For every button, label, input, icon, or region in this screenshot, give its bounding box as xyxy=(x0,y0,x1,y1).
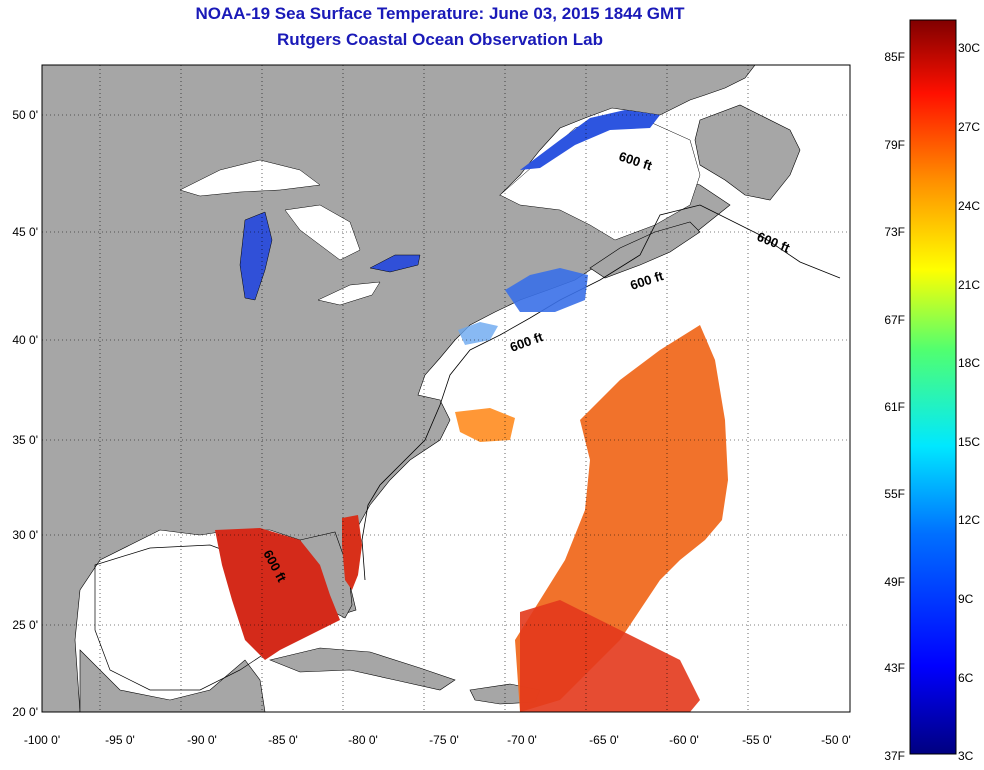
sst-cold-nyb xyxy=(458,322,498,345)
lake-michigan xyxy=(239,211,273,301)
sst-gulf-stream xyxy=(455,408,515,442)
x-axis: -100 0' -95 0' -90 0' -85 0' -80 0' -75 … xyxy=(24,733,851,747)
colorbar-c-label: 15C xyxy=(958,435,980,449)
lon-tick-label: -55 0' xyxy=(742,733,772,747)
land-cuba xyxy=(269,647,456,691)
lake-superior xyxy=(179,159,321,197)
lon-tick-label: -80 0' xyxy=(348,733,378,747)
colorbar-fahrenheit-labels: 85F 79F 73F 67F 61F 55F 49F 43F 37F xyxy=(884,50,905,763)
lon-tick-label: -100 0' xyxy=(24,733,60,747)
lake-erie xyxy=(369,254,421,273)
lat-tick-label: 35 0' xyxy=(12,433,38,447)
colorbar-f-label: 79F xyxy=(884,138,905,152)
lat-tick-label: 45 0' xyxy=(12,225,38,239)
lon-tick-label: -75 0' xyxy=(429,733,459,747)
st-lawrence-cold xyxy=(520,110,660,170)
sst-warm-gulf xyxy=(215,528,340,660)
sst-cold-gulf-maine xyxy=(505,268,588,312)
lake-huron xyxy=(284,204,361,261)
colorbar-c-label: 21C xyxy=(958,278,980,292)
colorbar-f-label: 61F xyxy=(884,400,905,414)
lat-tick-label: 30 0' xyxy=(12,528,38,542)
colorbar-f-label: 67F xyxy=(884,313,905,327)
sst-warm-atlantic-florida xyxy=(342,515,362,590)
lon-tick-label: -70 0' xyxy=(507,733,537,747)
land-nova-scotia xyxy=(589,221,701,279)
y-axis: 50 0' 45 0' 40 0' 35 0' 30 0' 25 0' 20 0… xyxy=(12,108,38,719)
colorbar-c-label: 30C xyxy=(958,41,980,55)
shelf-contour-600ft xyxy=(361,204,841,581)
lon-tick-label: -95 0' xyxy=(105,733,135,747)
colorbar-f-label: 85F xyxy=(884,50,905,64)
map-frame xyxy=(41,64,851,713)
map-title: NOAA-19 Sea Surface Temperature: June 03… xyxy=(195,4,685,23)
colorbar-c-label: 18C xyxy=(958,356,980,370)
colorbar-f-label: 49F xyxy=(884,575,905,589)
lon-tick-label: -60 0' xyxy=(669,733,699,747)
colorbar xyxy=(909,19,957,755)
colorbar-celsius-labels: 30C 27C 24C 21C 18C 15C 12C 9C 6C 3C xyxy=(958,41,980,763)
colorbar-c-label: 24C xyxy=(958,199,980,213)
colorbar-f-label: 55F xyxy=(884,487,905,501)
lat-tick-label: 25 0' xyxy=(12,618,38,632)
map-subtitle: Rutgers Coastal Ocean Observation Lab xyxy=(277,30,603,49)
colorbar-f-label: 43F xyxy=(884,661,905,675)
lat-tick-label: 20 0' xyxy=(12,705,38,719)
lon-tick-label: -50 0' xyxy=(821,733,851,747)
colorbar-c-label: 9C xyxy=(958,592,974,606)
lat-tick-label: 40 0' xyxy=(12,333,38,347)
colorbar-c-label: 27C xyxy=(958,120,980,134)
colorbar-c-label: 3C xyxy=(958,749,974,763)
sst-warm-south xyxy=(520,600,700,712)
colorbar-c-label: 6C xyxy=(958,671,974,685)
lat-tick-label: 50 0' xyxy=(12,108,38,122)
land-newfoundland xyxy=(694,104,801,201)
lon-tick-label: -90 0' xyxy=(187,733,217,747)
graticule xyxy=(42,65,850,712)
colorbar-c-label: 12C xyxy=(958,513,980,527)
lon-tick-label: -65 0' xyxy=(589,733,619,747)
lon-tick-label: -85 0' xyxy=(268,733,298,747)
lake-ontario xyxy=(317,281,381,306)
land-yucatan xyxy=(79,649,266,712)
colorbar-f-label: 37F xyxy=(884,749,905,763)
colorbar-f-label: 73F xyxy=(884,225,905,239)
